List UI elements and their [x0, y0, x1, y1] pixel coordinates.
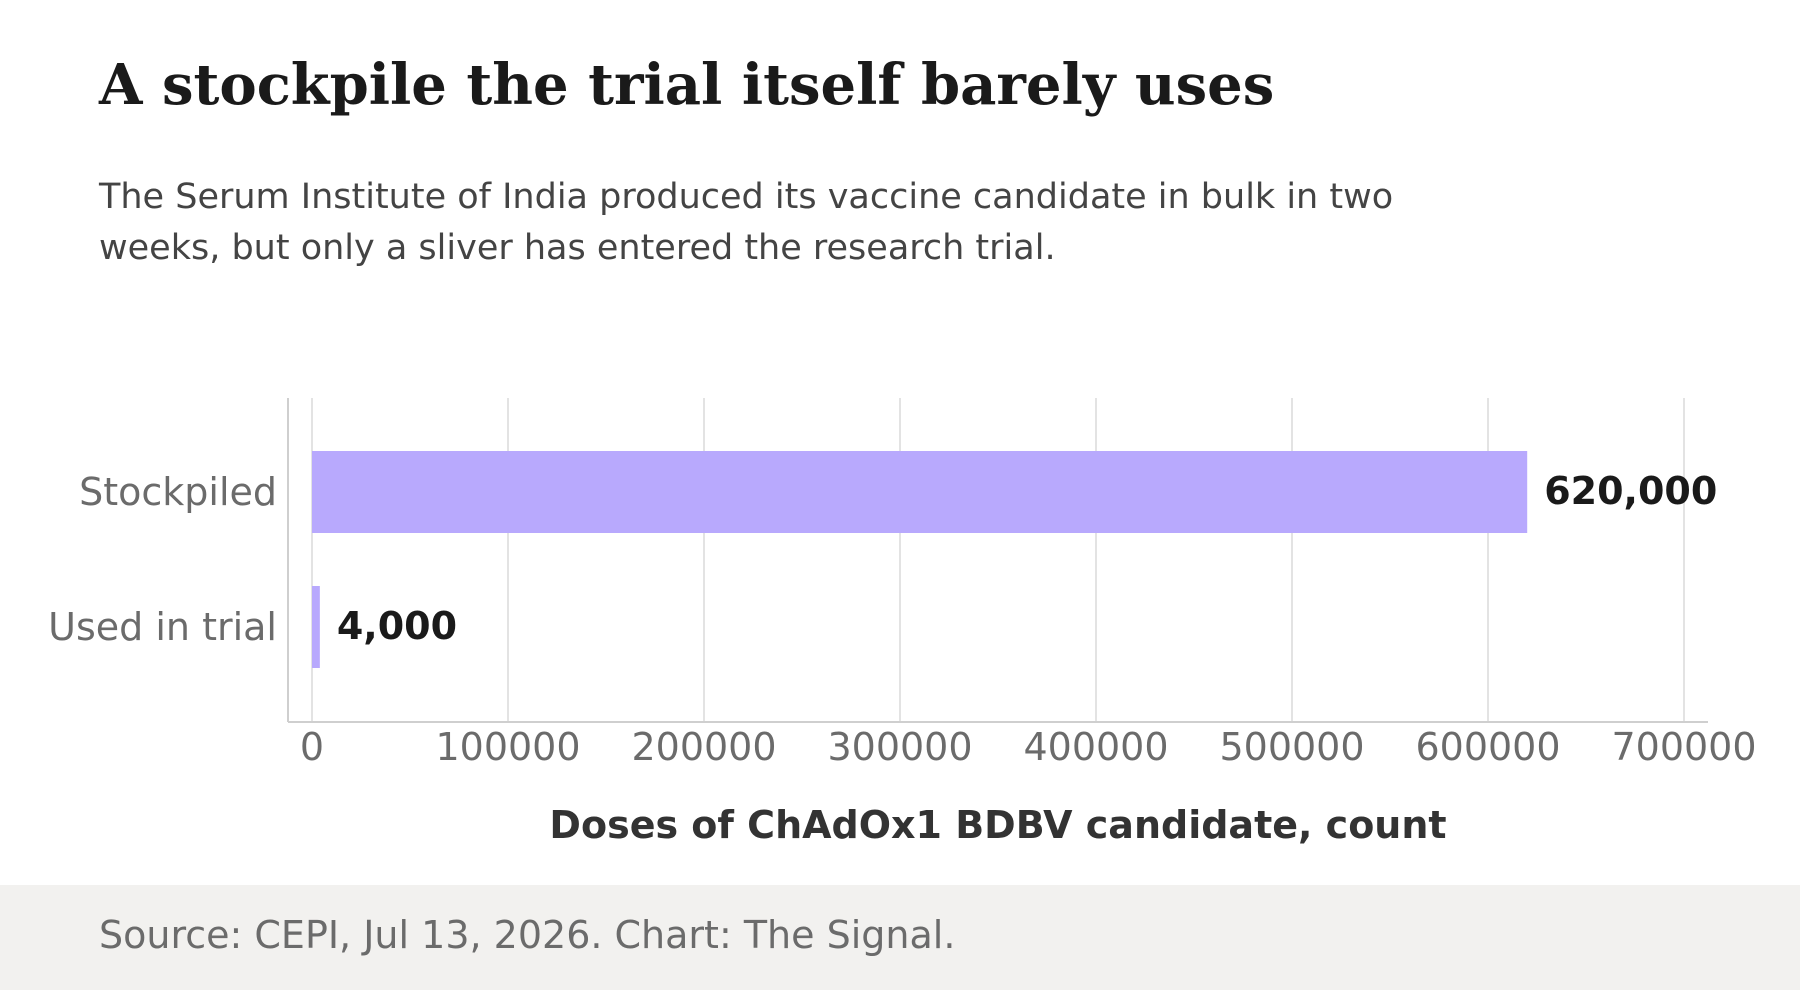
bar-value-label-0: 620,000 — [1544, 469, 1717, 513]
x-tick-label-4: 400000 — [1023, 725, 1168, 769]
chart-subtitle: The Serum Institute of India produced it… — [99, 177, 1394, 268]
x-tick-label-3: 300000 — [827, 725, 972, 769]
axes — [287, 398, 1708, 723]
gridlines — [311, 398, 1685, 722]
chart-title: A stockpile the trial itself barely uses — [99, 52, 1275, 118]
source-note: Source: CEPI, Jul 13, 2026. Chart: The S… — [99, 913, 956, 957]
footer-band — [0, 885, 1800, 990]
x-tick-label-6: 600000 — [1415, 725, 1560, 769]
x-tick-label-0: 0 — [300, 725, 324, 769]
bar-1 — [312, 586, 320, 668]
x-tick-label-2: 200000 — [631, 725, 776, 769]
y-category-label-1: Used in trial — [48, 605, 277, 649]
bar-0 — [312, 451, 1528, 533]
bar-chart: 0 100000 200000 300000 400000 500000 600000 700… — [48, 398, 1757, 847]
x-tick-label-1: 100000 — [435, 725, 580, 769]
bar-value-label-1: 4,000 — [337, 604, 457, 648]
y-category-label-0: Stockpiled — [79, 470, 277, 514]
labels: 0 100000 200000 300000 400000 500000 600000 700… — [48, 469, 1756, 847]
bars — [312, 451, 1528, 668]
x-tick-label-5: 500000 — [1219, 725, 1364, 769]
x-tick-label-7: 700000 — [1611, 725, 1756, 769]
x-axis-title: Doses of ChAdOx1 BDBV candidate, count — [549, 803, 1446, 847]
